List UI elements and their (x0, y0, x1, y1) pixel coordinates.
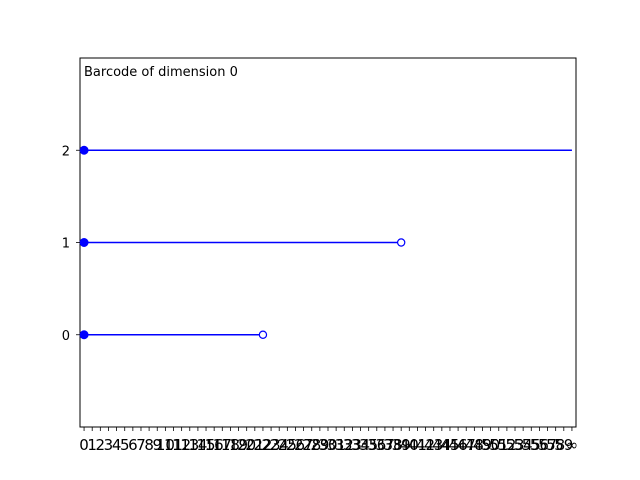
x-tick-label-44: 44 (432, 436, 451, 454)
x-tick-label-29: 29 (310, 436, 329, 454)
x-tick-label-31: 31 (327, 436, 346, 454)
x-tick-label-39: 39 (392, 436, 411, 454)
bars-layer (79, 145, 572, 340)
x-tick-label-47: 47 (457, 436, 476, 454)
x-tick-label-23: 23 (262, 436, 281, 454)
x-tick-label-35: 35 (359, 436, 378, 454)
x-tick-label-5: 5 (120, 436, 130, 454)
x-tick-label-59: 59 (554, 436, 573, 454)
x-tick-label-57: 57 (538, 436, 557, 454)
chart-title: Barcode of dimension 0 (84, 65, 238, 80)
x-tick-label-1: 1 (87, 436, 97, 454)
y-tick-label-0: 0 (62, 329, 70, 344)
x-tick-label-34: 34 (351, 436, 370, 454)
x-tick-label-13: 13 (180, 436, 199, 454)
x-tick-label-27: 27 (294, 436, 313, 454)
x-tick-label-45: 45 (440, 436, 459, 454)
x-tick-label-60: ∞ (566, 436, 579, 454)
bar-death-point-0 (258, 330, 268, 339)
x-tick-label-8: 8 (144, 436, 154, 454)
x-tick-label-17: 17 (213, 436, 232, 454)
x-tick-label-4: 4 (112, 436, 122, 454)
x-tick-label-36: 36 (367, 436, 386, 454)
x-tick-label-54: 54 (514, 436, 533, 454)
x-tick-label-52: 52 (497, 436, 516, 454)
bar-birth-point-1 (79, 238, 89, 247)
x-tick-label-25: 25 (278, 436, 297, 454)
x-tick-label-55: 55 (522, 436, 541, 454)
bar-birth-point-0 (79, 330, 89, 340)
x-tick-label-10: 10 (156, 436, 175, 454)
x-tick-label-33: 33 (343, 436, 362, 454)
x-tick-label-53: 53 (505, 436, 524, 454)
x-tick-label-58: 58 (546, 436, 565, 454)
x-tick-label-12: 12 (172, 436, 191, 454)
x-tick-label-41: 41 (408, 436, 427, 454)
x-tick-label-7: 7 (136, 436, 146, 454)
y-tick-label-1: 1 (62, 237, 70, 252)
x-tick-label-3: 3 (104, 436, 114, 454)
y-tick-label-2: 2 (62, 144, 70, 159)
x-tick-label-11: 11 (164, 436, 183, 454)
bar-birth-point-2 (79, 145, 89, 155)
y-axis-ticks: 0 1 2 (62, 144, 80, 344)
x-tick-label-19: 19 (229, 436, 248, 454)
x-tick-label-6: 6 (128, 436, 138, 454)
x-axis-ticks: 0123456789101112131415161718192021222324… (79, 427, 578, 454)
x-tick-label-21: 21 (245, 436, 264, 454)
x-tick-label-16: 16 (205, 436, 224, 454)
x-tick-label-18: 18 (221, 436, 240, 454)
bar-death-point-1 (396, 238, 406, 247)
x-tick-label-20: 20 (237, 436, 256, 454)
x-tick-label-32: 32 (335, 436, 354, 454)
x-tick-label-42: 42 (416, 436, 435, 454)
x-tick-label-9: 9 (152, 436, 162, 454)
x-tick-label-46: 46 (449, 436, 468, 454)
x-tick-label-30: 30 (318, 436, 337, 454)
x-tick-label-28: 28 (302, 436, 321, 454)
x-tick-label-0: 0 (79, 436, 89, 454)
x-tick-label-51: 51 (489, 436, 508, 454)
x-tick-label-24: 24 (270, 436, 289, 454)
x-tick-label-43: 43 (424, 436, 443, 454)
x-tick-label-26: 26 (286, 436, 305, 454)
x-tick-label-50: 50 (481, 436, 500, 454)
x-tick-label-38: 38 (384, 436, 403, 454)
x-tick-label-49: 49 (473, 436, 492, 454)
x-tick-label-15: 15 (196, 436, 215, 454)
x-tick-label-40: 40 (400, 436, 419, 454)
x-tick-label-14: 14 (188, 436, 207, 454)
x-tick-label-56: 56 (530, 436, 549, 454)
x-tick-label-22: 22 (253, 436, 272, 454)
x-tick-label-37: 37 (375, 436, 394, 454)
x-tick-label-2: 2 (96, 436, 106, 454)
x-tick-label-48: 48 (465, 436, 484, 454)
